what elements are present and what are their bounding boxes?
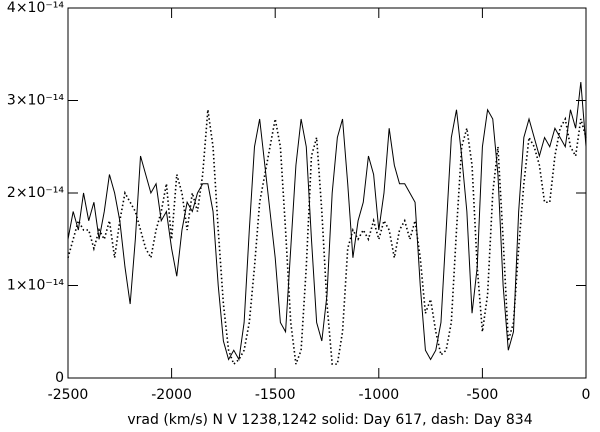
y-tick-label: 4×10⁻¹⁴	[7, 0, 64, 16]
x-tick-label: 0	[582, 387, 591, 403]
data-line	[67, 109, 587, 366]
x-axis-label: vrad (km/s) N V 1238,1242 solid: Day 617…	[127, 412, 532, 428]
x-tick-label: -500	[467, 387, 499, 403]
y-tick-label: 2×10⁻¹⁴	[7, 185, 64, 201]
plot-frame	[67, 7, 587, 379]
y-tick-label: 0	[55, 370, 64, 386]
y-tick-label: 3×10⁻¹⁴	[7, 93, 64, 109]
x-tick-label: -1500	[255, 387, 296, 403]
y-tick-label: 1×10⁻¹⁴	[7, 278, 64, 294]
x-tick-label: -2500	[48, 387, 89, 403]
x-tick-label: -1000	[358, 387, 399, 403]
x-tick-label: -2000	[151, 387, 192, 403]
data-line	[67, 81, 587, 362]
